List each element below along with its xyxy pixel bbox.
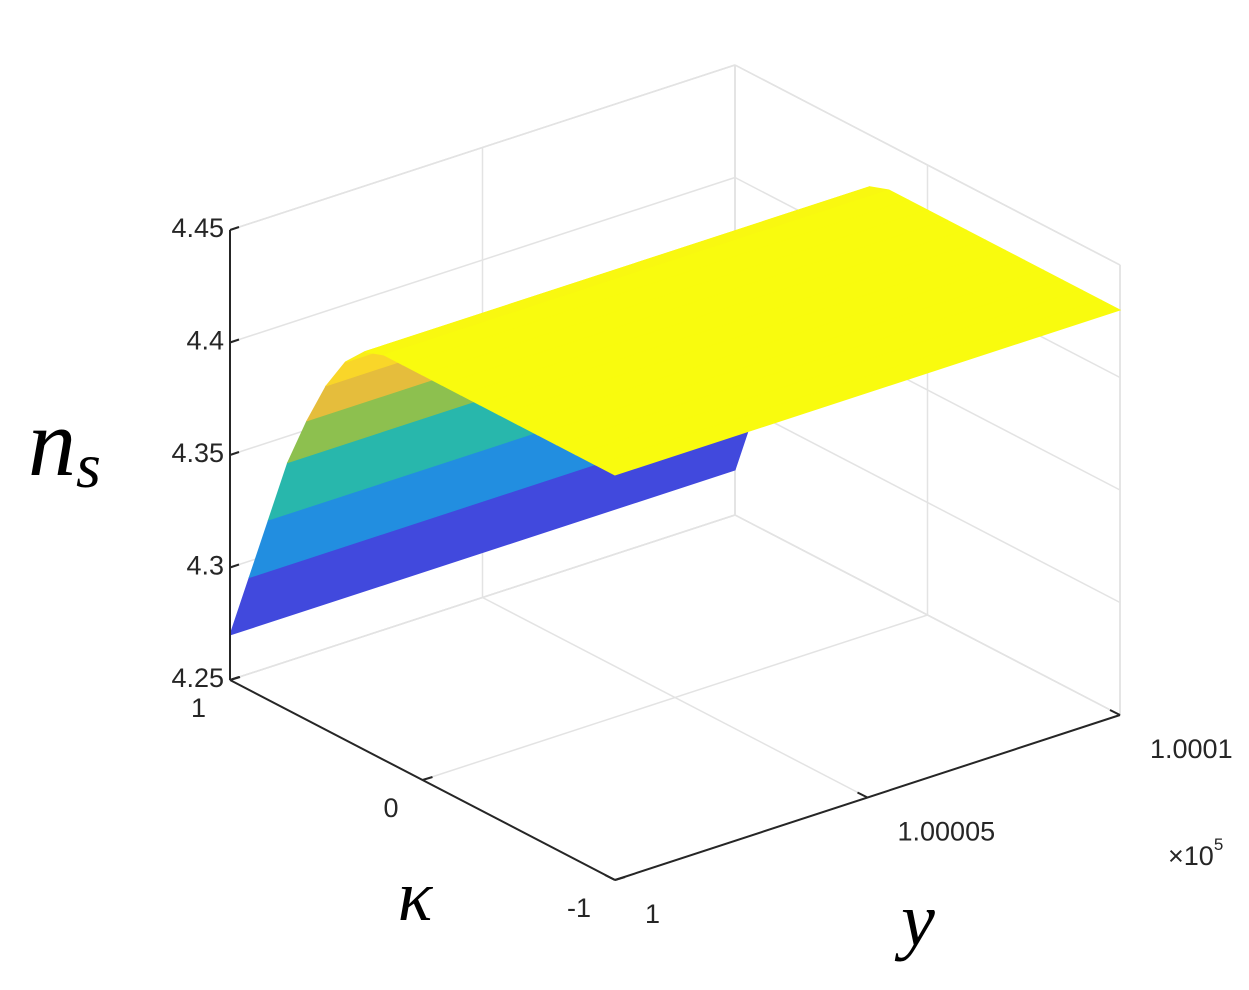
y-tick-label: 1.00005: [898, 817, 996, 847]
y-exponent-base: ×10: [1168, 841, 1214, 871]
y-axis-label: y: [894, 878, 935, 962]
tick-mark: [614, 876, 626, 881]
tick-mark: [229, 451, 240, 456]
z-axis-label: ns: [28, 389, 101, 501]
x-tick-label: -1: [567, 893, 591, 923]
tick-mark: [229, 563, 240, 569]
z-tick-label: 4.45: [171, 213, 224, 243]
tick-mark: [422, 776, 433, 781]
y-exponent-power: 5: [1214, 835, 1223, 854]
grid-line: [229, 64, 736, 231]
z-label-base: n: [28, 389, 76, 496]
y-exponent: ×105: [1168, 835, 1223, 871]
grid-line: [482, 596, 868, 799]
grid-line: [734, 401, 1121, 604]
z-tick-label: 4.4: [186, 326, 224, 356]
tick-mark: [604, 874, 616, 881]
z-label-sub: s: [76, 430, 101, 501]
tick-mark: [857, 791, 868, 799]
z-tick-label: 4.25: [171, 663, 224, 693]
grid-line: [229, 514, 736, 681]
x-tick-label: 1: [191, 693, 206, 723]
tick-mark: [229, 338, 240, 344]
y-tick-label: 1.0001: [1150, 734, 1233, 764]
grid-line: [229, 176, 736, 344]
z-tick-label: 4.3: [186, 551, 224, 581]
x-axis-label: κ: [398, 856, 434, 936]
surface-patch: [594, 299, 1122, 476]
grid-line: [734, 514, 1121, 716]
grid-line: [734, 64, 1121, 266]
tick-mark: [229, 676, 241, 681]
y-tick-label: 1: [645, 899, 660, 929]
x-tick-label: 0: [383, 793, 398, 823]
tick-mark: [1109, 709, 1121, 716]
z-tick-label: 4.35: [171, 438, 224, 468]
tick-mark: [229, 226, 240, 231]
